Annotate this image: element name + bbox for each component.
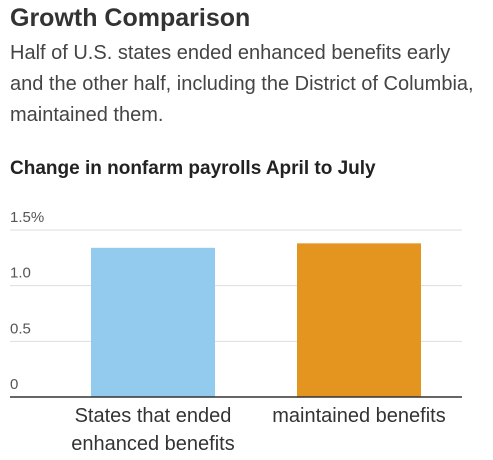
chart-title: Growth Comparison	[10, 4, 251, 32]
x-tick-label: States that ended enhanced benefits	[71, 405, 235, 455]
y-axis-title: Change in nonfarm payrolls April to July	[10, 158, 376, 179]
bar	[297, 243, 421, 397]
y-tick-label: 1.5%	[10, 209, 44, 226]
x-tick-label: maintained benefits	[272, 405, 446, 427]
y-tick-label: 1.0	[10, 265, 31, 282]
y-tick-label: 0	[10, 376, 18, 393]
bar	[91, 247, 215, 397]
chart-subtitle: Half of U.S. states ended enhanced benef…	[10, 42, 474, 126]
y-tick-label: 0.5	[10, 320, 31, 337]
